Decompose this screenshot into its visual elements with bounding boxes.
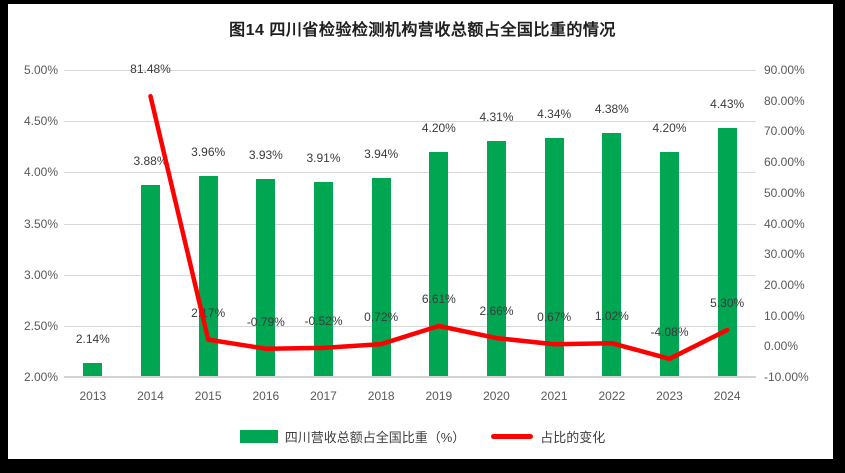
- y-axis-left-tick-label: 3.50%: [23, 216, 58, 231]
- legend-label-line-series: 占比的变化: [540, 430, 606, 445]
- bar-2021: [544, 137, 564, 376]
- line-data-label: 0.67%: [537, 310, 572, 325]
- y-axis-right-tick-label: 50.00%: [764, 185, 805, 200]
- x-axis-category-label: 2013: [79, 389, 107, 403]
- bar-data-label: 4.34%: [537, 106, 572, 121]
- bar-data-label: 4.31%: [479, 109, 514, 124]
- line-data-label: 1.02%: [594, 309, 629, 324]
- bar-2018: [371, 178, 391, 376]
- gridline: [64, 121, 756, 123]
- y-axis-left-tick-label: 3.00%: [23, 267, 58, 282]
- bar-data-label: 3.94%: [364, 147, 399, 162]
- line-data-label: 6.61%: [421, 292, 456, 306]
- bar-data-label: 3.91%: [306, 150, 341, 165]
- bar-2020: [487, 140, 506, 376]
- gridline: [64, 325, 756, 327]
- y-axis-left-tick-label: 4.00%: [23, 165, 58, 180]
- line-series-path: [148, 93, 730, 362]
- y-axis-right-tick-label: 90.00%: [764, 63, 805, 77]
- line-data-label: -4.08%: [650, 324, 689, 339]
- line-data-label: -0.52%: [304, 313, 343, 328]
- gridline: [64, 172, 756, 174]
- x-axis-category-label: 2018: [367, 389, 395, 403]
- x-axis-category-label: 2020: [483, 389, 510, 403]
- y-axis-right-tick-label: 30.00%: [764, 247, 805, 262]
- bar-data-label: 4.20%: [421, 120, 456, 135]
- gridline: [64, 274, 756, 276]
- y-axis-right-tick-label: 10.00%: [764, 308, 805, 323]
- y-axis-right-tick-label: 0.00%: [764, 339, 799, 354]
- bar-2022: [602, 133, 622, 376]
- line-data-label: 81.48%: [130, 62, 171, 77]
- line-data-label: 2.66%: [479, 304, 514, 319]
- legend-item-line-series: 占比的变化: [491, 427, 605, 446]
- y-axis-right-tick-label: 20.00%: [764, 277, 805, 292]
- gridline: [64, 70, 756, 71]
- bar-2024: [717, 128, 737, 376]
- x-axis-category-label: 2021: [540, 389, 568, 403]
- y-axis-right-tick-label: 70.00%: [764, 124, 805, 139]
- x-axis-category-label: 2017: [310, 389, 337, 403]
- x-axis-category-label: 2022: [598, 389, 626, 403]
- x-axis-category-label: 2019: [425, 389, 453, 403]
- line-data-label: 5.30%: [710, 296, 745, 311]
- x-axis-category-label: 2023: [656, 389, 683, 403]
- bar-series-swatch: [239, 430, 278, 443]
- gridline: [64, 223, 756, 225]
- x-axis-category-label: 2024: [713, 389, 741, 403]
- line-data-label: -0.79%: [246, 314, 285, 329]
- bar-2014: [141, 184, 160, 376]
- bar-data-label: 4.20%: [652, 120, 687, 135]
- bar-data-label: 4.38%: [594, 102, 629, 117]
- x-axis-category-label: 2014: [137, 389, 164, 403]
- bar-2023: [660, 151, 679, 376]
- bar-2013: [83, 362, 103, 376]
- legend: 四川营收总额占全国比重（%） 占比的变化: [0, 427, 845, 446]
- x-axis-category-label: 2016: [252, 389, 280, 403]
- y-axis-right-tick-label: 40.00%: [764, 216, 805, 231]
- line-data-label: 0.72%: [364, 310, 399, 325]
- chart-title: 图14 四川省检验检测机构营收总额占全国比重的情况: [229, 22, 616, 39]
- bar-2019: [429, 151, 449, 376]
- bar-data-label: 3.88%: [133, 153, 168, 168]
- legend-item-bar-series: 四川营收总额占全国比重（%）: [239, 427, 466, 446]
- y-axis-right-tick-label: -10.00%: [764, 370, 809, 384]
- y-axis-left-tick-label: 5.00%: [23, 63, 58, 77]
- bar-data-label: 3.93%: [248, 148, 283, 163]
- bar-data-label: 3.96%: [191, 145, 226, 160]
- legend-label-bar-series: 四川营收总额占全国比重（%）: [284, 430, 466, 445]
- y-axis-left-tick-label: 4.50%: [23, 114, 58, 129]
- line-series-swatch: [491, 434, 534, 439]
- y-axis-left-tick-label: 2.00%: [23, 370, 58, 384]
- bar-2017: [314, 181, 333, 376]
- y-axis-right-tick-label: 60.00%: [764, 155, 805, 170]
- bar-data-label: 4.43%: [710, 97, 745, 112]
- line-series: [148, 93, 730, 362]
- x-axis-category-label: 2015: [194, 389, 222, 403]
- bar-data-label: 2.14%: [75, 331, 110, 346]
- x-axis-line: [64, 376, 756, 378]
- bar-2016: [256, 179, 276, 376]
- y-axis-left-tick-label: 2.50%: [23, 318, 58, 333]
- y-axis-right-tick-label: 80.00%: [764, 93, 805, 108]
